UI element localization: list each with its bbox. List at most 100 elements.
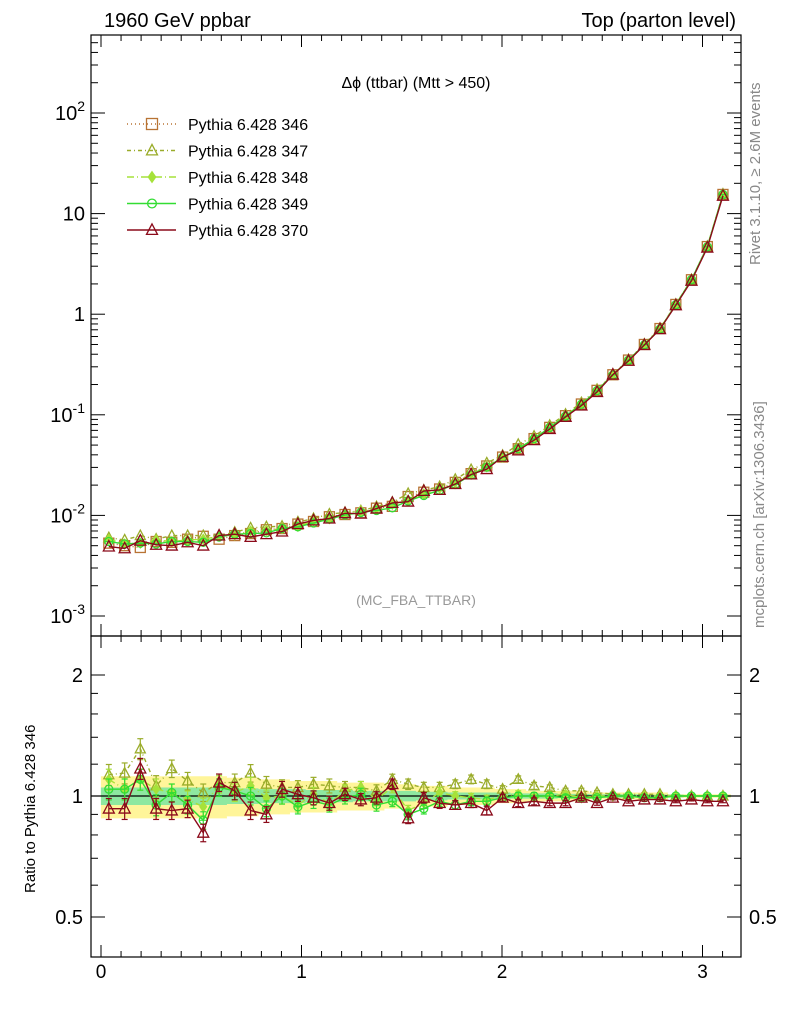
ratio-axis-ticks: 0 1 2 3 0.5 0.5 1 1 2 2 — [55, 636, 777, 983]
data-point — [212, 528, 226, 541]
ratio-point — [385, 776, 399, 790]
data-point — [228, 526, 242, 540]
ratio-line-0 — [108, 747, 723, 797]
data-point — [385, 495, 399, 508]
data-point — [669, 297, 683, 311]
ratio-point — [528, 778, 541, 791]
data-point — [527, 432, 541, 446]
data-point — [574, 398, 588, 411]
ratio-point — [448, 797, 462, 811]
main-plot-title: Δϕ (ttbar) (Mtt > 450) — [341, 75, 490, 92]
data-point — [448, 476, 462, 490]
series-line-0 — [108, 194, 724, 549]
y-tick-label: 10-2 — [50, 500, 85, 527]
data-point — [496, 449, 510, 462]
data-point — [243, 529, 258, 543]
data-point — [102, 539, 116, 552]
data-point — [653, 321, 667, 335]
ratio-point — [527, 793, 541, 807]
legend-label-3: Pythia 6.428 349 — [188, 197, 308, 214]
data-point — [181, 534, 195, 548]
ratio-point — [496, 790, 510, 803]
legend-label-2: Pythia 6.428 348 — [188, 170, 308, 187]
ratio-point — [653, 792, 667, 805]
ratio-point — [401, 810, 415, 824]
data-point — [275, 524, 289, 537]
data-point — [369, 501, 384, 514]
ratio-point — [228, 783, 242, 796]
ratio-point — [480, 777, 493, 789]
data-point — [684, 273, 699, 286]
data-point — [590, 384, 604, 398]
data-point — [417, 483, 431, 496]
data-point — [149, 537, 163, 550]
rivet-label: Rivet 3.1.10, ≥ 2.6M events — [747, 83, 764, 266]
ratio-point — [134, 741, 147, 754]
ratio-point — [465, 772, 478, 785]
ratio-point — [338, 786, 352, 800]
ratio-point — [306, 790, 321, 803]
x-tick-label: 0 — [96, 962, 107, 983]
data-point — [543, 421, 557, 435]
ratio-point — [181, 774, 194, 786]
y-tick-label: 10 — [63, 204, 85, 226]
data-point — [637, 337, 651, 351]
ratio-point — [637, 792, 651, 805]
legend-marker-1 — [145, 143, 159, 156]
data-point — [322, 511, 336, 524]
ratio-point — [323, 778, 336, 791]
data-point — [716, 188, 730, 201]
ratio-point — [102, 801, 116, 814]
ratio-point — [464, 795, 478, 809]
data-point — [606, 367, 620, 380]
ratio-point — [165, 761, 178, 774]
ratio-point — [621, 793, 636, 807]
legend-label-1: Pythia 6.428 347 — [188, 144, 308, 161]
ratio-y-tick-label: 0.5 — [55, 907, 83, 929]
ratio-point — [152, 783, 161, 796]
y-tick-label: 102 — [55, 98, 85, 125]
ratio-point — [243, 803, 258, 816]
ratio-point — [511, 795, 525, 809]
legend-marker-0 — [145, 117, 159, 131]
ratio-point — [480, 803, 494, 816]
data-point — [700, 240, 714, 253]
ratio-point — [574, 790, 588, 803]
data-point — [621, 353, 636, 366]
ratio-point — [590, 795, 604, 809]
ratio-point — [433, 795, 447, 809]
ratio-point — [354, 792, 368, 805]
ratio-y-tick-label: 2 — [72, 665, 83, 687]
ratio-line-2 — [108, 778, 723, 822]
x-tick-label: 2 — [497, 962, 508, 983]
legend-marker-2 — [147, 170, 157, 184]
ratio-point — [716, 793, 730, 807]
ratio-point — [606, 790, 620, 803]
ratio-point — [558, 795, 573, 809]
ratio-point — [402, 777, 415, 789]
ratio-point — [543, 795, 557, 809]
ratio-y-tick-label-right: 2 — [749, 665, 760, 687]
ratio-point — [118, 801, 132, 814]
data-point — [480, 461, 494, 475]
data-point — [338, 505, 352, 519]
ratio-point — [700, 793, 714, 807]
y-tick-label: 10-3 — [50, 601, 85, 628]
analysis-watermark: (MC_FBA_TTBAR) — [356, 592, 476, 608]
data-point — [259, 526, 273, 540]
ratio-point — [259, 806, 273, 820]
header-right: Top (parton level) — [581, 10, 736, 32]
ratio-point — [260, 777, 273, 789]
data-point — [118, 540, 132, 554]
series-line-3 — [108, 194, 724, 545]
ratio-point — [275, 781, 289, 795]
ratio-point — [149, 801, 163, 814]
ratio-point — [684, 792, 699, 805]
ratio-y-tick-label-right: 1 — [749, 786, 760, 808]
header-left: 1960 GeV ppbar — [104, 10, 251, 32]
ratio-point — [212, 775, 226, 788]
data-point — [433, 482, 447, 496]
data-point — [558, 409, 573, 422]
ratio-y-axis-label: Ratio to Pythia 6.428 346 — [22, 725, 39, 893]
y-tick-label: 10-1 — [50, 400, 85, 427]
